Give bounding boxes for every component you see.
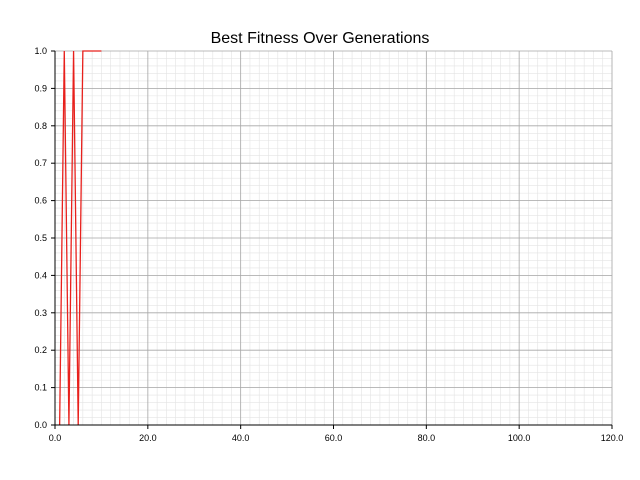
x-axis-ticks: 0.0 20.0 40.0 60.0 80.0 100.0 120.0	[49, 425, 624, 443]
y-tick-label: 0.4	[34, 270, 47, 280]
x-tick-label: 100.0	[508, 433, 531, 443]
x-tick-label: 80.0	[418, 433, 436, 443]
y-tick-label: 0.3	[34, 308, 47, 318]
series-layer	[58, 50, 102, 426]
x-tick-label: 0.0	[49, 433, 62, 443]
y-tick-label: 0.0	[34, 420, 47, 430]
y-tick-label: 1.0	[34, 46, 47, 56]
x-tick-label: 60.0	[325, 433, 343, 443]
series-line-0	[58, 50, 102, 426]
x-tick-label: 40.0	[232, 433, 250, 443]
y-axis-ticks: 0.0 0.1 0.2 0.3 0.4 0.5 0.6 0.7 0.8 0.9 1.0	[34, 46, 55, 430]
y-tick-label: 0.7	[34, 158, 47, 168]
y-tick-label: 0.2	[34, 345, 47, 355]
y-tick-label: 0.9	[34, 83, 47, 93]
y-tick-label: 0.1	[34, 383, 47, 393]
chart-title: Best Fitness Over Generations	[211, 30, 430, 47]
x-tick-label: 120.0	[601, 433, 624, 443]
x-tick-label: 20.0	[139, 433, 157, 443]
y-tick-label: 0.5	[34, 233, 47, 243]
y-tick-label: 0.6	[34, 196, 47, 206]
y-tick-label: 0.8	[34, 121, 47, 131]
